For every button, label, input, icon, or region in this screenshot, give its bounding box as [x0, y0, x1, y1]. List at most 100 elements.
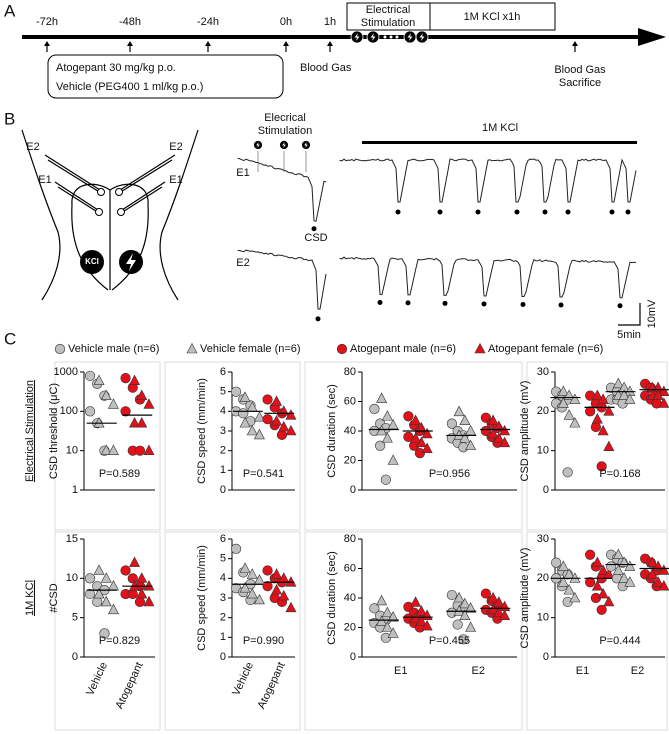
data-point [585, 577, 596, 588]
data-point [285, 424, 297, 436]
brain-schematic [21, 129, 199, 301]
data-point [143, 398, 155, 409]
x-tick-label: E2 [472, 665, 485, 677]
data-point [143, 444, 155, 455]
up-arrow-head [283, 41, 289, 46]
data-point [563, 409, 575, 420]
data-point [459, 597, 471, 609]
x-tick-label: Atogepant [256, 660, 288, 711]
scale-bar [618, 303, 641, 326]
data-point [563, 583, 575, 595]
data-point [127, 588, 138, 600]
data-point [499, 609, 511, 621]
y-tick-label: 10 [537, 612, 549, 624]
lightning [354, 33, 360, 41]
csd-dot [520, 301, 526, 307]
data-point [100, 595, 112, 607]
blood-gas-label: Blood Gas [300, 62, 352, 74]
data-point [658, 385, 669, 396]
row-label: 1M KCl [24, 580, 36, 616]
y-tick-label: 5 [220, 553, 226, 565]
data-point [136, 417, 148, 428]
y-tick-label: 0 [543, 651, 549, 663]
y-tick-label: 5 [72, 612, 78, 624]
trace [339, 158, 637, 203]
y-tick-label: 10 [66, 445, 78, 457]
data-point [551, 557, 562, 568]
data-point [487, 427, 499, 439]
up-arrow-head [44, 41, 50, 46]
subplot: 0 20 40 60 80 CSD duration (sec) P=0.455 E1 E2 [304, 531, 523, 731]
legend-label: Vehicle female (n=6) [200, 343, 301, 355]
data-point [376, 392, 388, 403]
data-point [591, 556, 603, 567]
data-point [569, 591, 581, 603]
data-point [453, 605, 465, 616]
data-point [92, 596, 103, 608]
data-point [253, 593, 265, 605]
data-point [465, 424, 477, 436]
y-tick-label: 6 [220, 366, 226, 378]
data-point [107, 603, 119, 615]
y-tick-label: 60 [344, 395, 356, 407]
data-point [415, 421, 427, 433]
subplot: 0 5 10 15 #CSD P=0.829 Vehicle Atogepant [48, 531, 161, 731]
panel-label: C [4, 329, 16, 348]
data-point [459, 609, 471, 621]
y-tick-label: 20 [344, 454, 356, 466]
data-point [421, 442, 433, 454]
csd-dot [405, 300, 411, 306]
data-point [410, 432, 422, 443]
data-point [446, 418, 457, 429]
data-point [459, 414, 471, 425]
data-point [410, 612, 422, 623]
y-tick-label: 20 [344, 621, 356, 633]
trace-label: E1 [236, 167, 249, 179]
data-point [612, 377, 624, 389]
head-outline [159, 129, 199, 301]
subplot: 1 10 100 1000 CSD threshold (μC) P=0.589 [48, 361, 161, 531]
data-point [253, 411, 265, 422]
y-tick-label: 30 [537, 533, 549, 545]
data-point [276, 429, 288, 441]
data-point [487, 414, 499, 425]
treatment-box [47, 54, 284, 99]
data-point [493, 420, 505, 431]
p-value: P=0.956 [429, 468, 470, 480]
data-point [597, 393, 609, 404]
kcl-icon [80, 250, 104, 274]
data-point [278, 589, 290, 601]
traces [237, 140, 637, 322]
data-point [465, 602, 477, 613]
data-point [453, 591, 465, 603]
end-label: Sacrifice [559, 77, 601, 89]
y-tick-label: 4 [220, 572, 226, 584]
timeline-arrowhead [638, 28, 666, 46]
data-point [591, 413, 603, 424]
dot [395, 35, 399, 39]
data-point [569, 572, 581, 583]
data-point [465, 621, 477, 632]
data-point [134, 445, 146, 456]
csd-dot [565, 209, 571, 215]
data-point [271, 395, 283, 406]
csd-dot [442, 300, 448, 306]
up-arrows [44, 41, 578, 52]
scale-x-label: 5min [617, 329, 641, 341]
csd-dot [558, 302, 564, 308]
y-tick-label: 1 [220, 631, 226, 643]
p-value: P=0.541 [243, 468, 284, 480]
csd-dot [625, 209, 631, 215]
csd-dot [617, 303, 623, 309]
data-point [569, 416, 581, 428]
data-point [597, 564, 609, 575]
data-point [380, 474, 392, 485]
data-point [415, 615, 427, 626]
data-point [84, 573, 96, 584]
stimulation-label: Elecrical [264, 112, 306, 124]
y-tick-label: 2 [220, 445, 226, 457]
data-point [143, 595, 155, 607]
y-tick-label: 0 [220, 651, 226, 663]
data-point [597, 587, 609, 599]
csd-dot [609, 209, 615, 215]
